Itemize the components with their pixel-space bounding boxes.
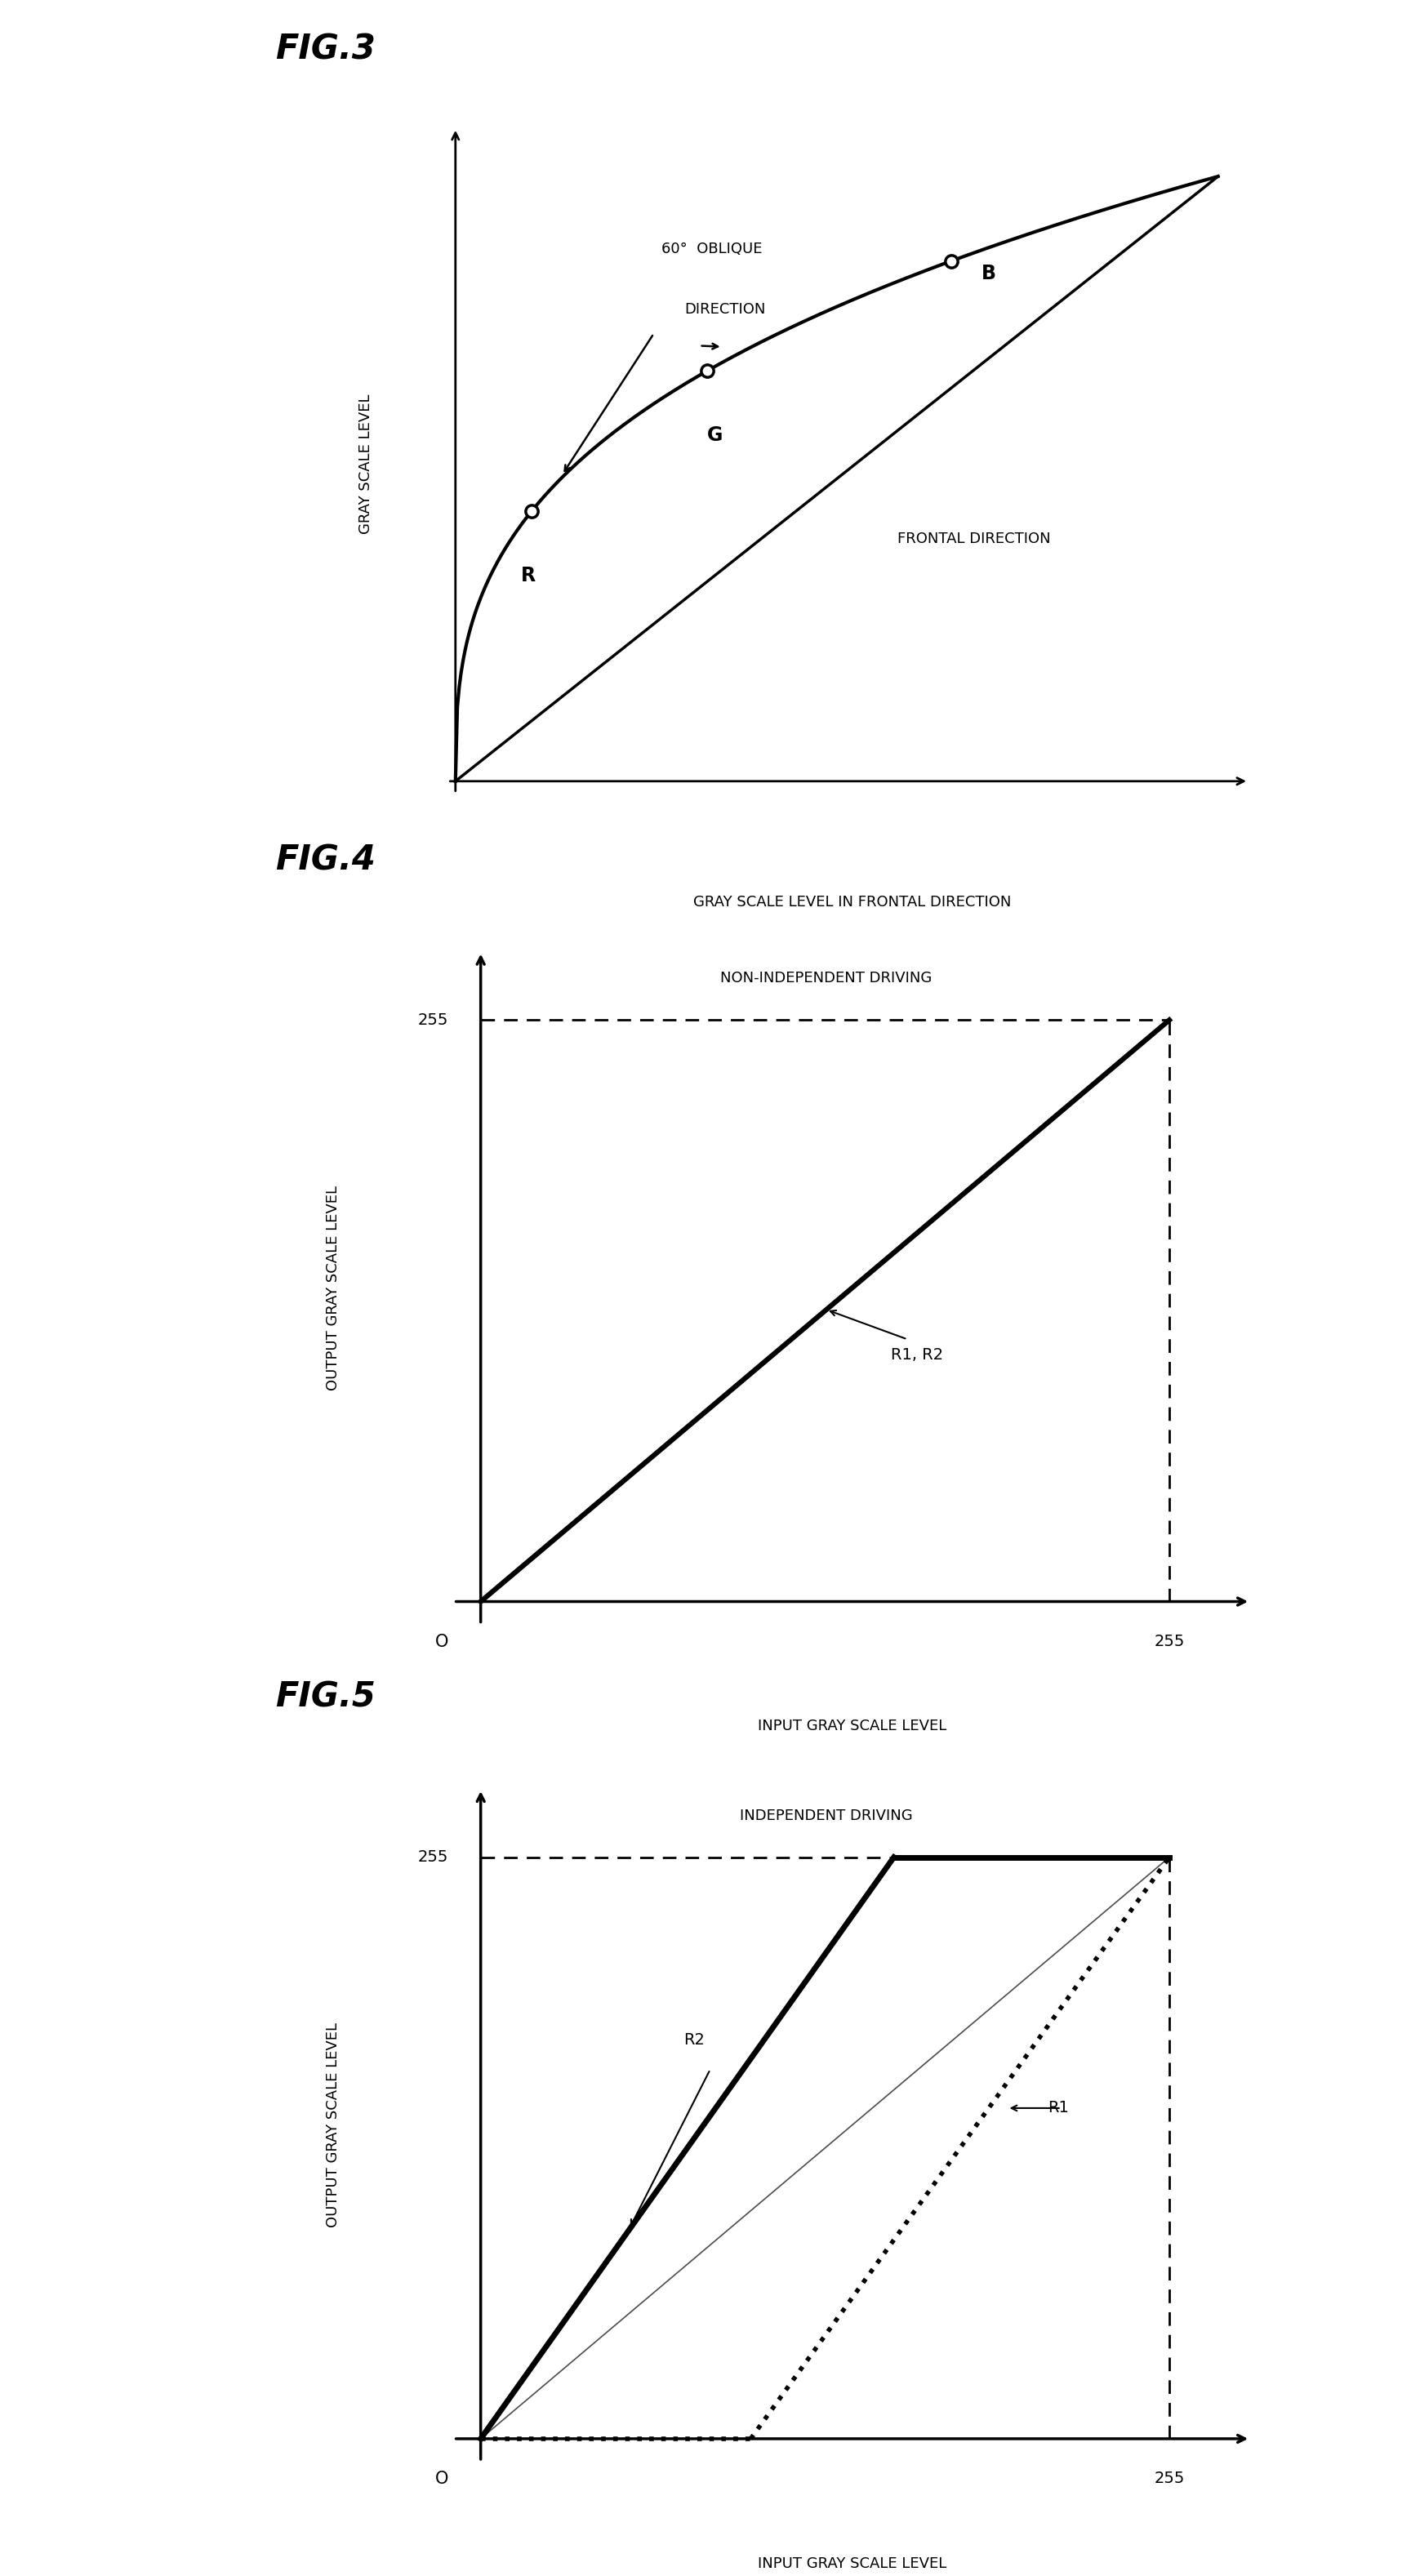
Text: R: R <box>521 567 535 585</box>
Text: 255: 255 <box>417 1012 449 1028</box>
Text: OUTPUT GRAY SCALE LEVEL: OUTPUT GRAY SCALE LEVEL <box>325 2022 341 2228</box>
Text: FIG.3: FIG.3 <box>275 33 376 67</box>
Text: FIG.5: FIG.5 <box>275 1680 376 1716</box>
Text: OUTPUT GRAY SCALE LEVEL: OUTPUT GRAY SCALE LEVEL <box>325 1185 341 1391</box>
Text: GRAY SCALE LEVEL: GRAY SCALE LEVEL <box>359 394 373 533</box>
Text: INPUT GRAY SCALE LEVEL: INPUT GRAY SCALE LEVEL <box>758 2555 946 2571</box>
Text: GRAY SCALE LEVEL IN FRONTAL DIRECTION: GRAY SCALE LEVEL IN FRONTAL DIRECTION <box>693 894 1011 909</box>
Text: R1: R1 <box>1048 2099 1069 2115</box>
Text: 255: 255 <box>417 1850 449 1865</box>
Text: 255: 255 <box>1154 1633 1184 1649</box>
Text: B: B <box>981 263 997 283</box>
Text: R1, R2: R1, R2 <box>892 1347 943 1363</box>
Text: INPUT GRAY SCALE LEVEL: INPUT GRAY SCALE LEVEL <box>758 1718 946 1734</box>
Text: INDEPENDENT DRIVING: INDEPENDENT DRIVING <box>740 1808 913 1824</box>
Text: DIRECTION: DIRECTION <box>684 301 765 317</box>
Text: FRONTAL DIRECTION: FRONTAL DIRECTION <box>897 531 1051 546</box>
Text: O: O <box>435 2470 449 2486</box>
Text: FIG.4: FIG.4 <box>275 842 376 878</box>
Text: 255: 255 <box>1154 2470 1184 2486</box>
Text: NON-INDEPENDENT DRIVING: NON-INDEPENDENT DRIVING <box>720 971 932 987</box>
Text: G: G <box>707 425 723 446</box>
Text: R2: R2 <box>683 2032 704 2048</box>
Text: 60°  OBLIQUE: 60° OBLIQUE <box>662 242 763 258</box>
Text: O: O <box>435 1633 449 1649</box>
